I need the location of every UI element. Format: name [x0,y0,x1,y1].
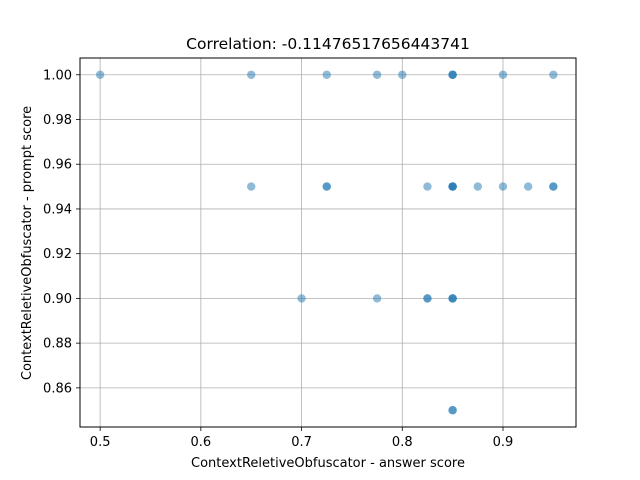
y-axis-ticks: 0.86 0.88 0.90 0.92 0.94 0.96 0.98 1.00 [43,68,80,396]
x-axis-label: ContextReletiveObfuscator - answer score [191,456,465,471]
x-tick-label: 0.7 [291,435,312,450]
data-point [423,182,432,191]
y-tick-label: 1.00 [43,68,72,83]
data-point [372,294,382,303]
data-point [448,70,457,79]
data-points [95,70,558,415]
y-tick-label: 0.86 [43,381,72,396]
data-point [322,70,331,79]
data-point [498,70,508,79]
data-point [95,70,105,79]
y-tick-label: 0.94 [43,202,72,217]
data-point [498,182,508,191]
y-tick-label: 0.96 [43,158,72,173]
y-axis-label: ContextReletiveObfuscator - prompt score [20,106,35,380]
y-tick-label: 0.98 [43,113,72,128]
data-point [247,182,256,191]
data-point [247,70,256,79]
data-point [398,70,407,79]
data-point [322,182,331,191]
data-point [448,182,457,191]
data-point [423,294,432,303]
y-tick-label: 0.92 [43,247,72,262]
x-tick-label: 0.9 [493,435,514,450]
data-point [549,70,558,79]
y-tick-label: 0.88 [43,337,72,352]
data-point [549,182,558,191]
chart-title: Correlation: -0.11476517656443741 [186,35,470,53]
data-point [448,294,457,303]
x-tick-label: 0.5 [90,435,111,450]
x-axis-ticks: 0.5 0.6 0.7 0.8 0.9 [90,427,514,450]
plot-frame [79,57,577,428]
x-tick-label: 0.8 [392,435,413,450]
data-point [473,182,483,191]
data-point [523,182,533,191]
data-point [297,294,306,303]
y-tick-label: 0.90 [43,292,72,307]
data-point [372,70,382,79]
data-point [448,406,457,415]
x-tick-label: 0.6 [191,435,212,450]
